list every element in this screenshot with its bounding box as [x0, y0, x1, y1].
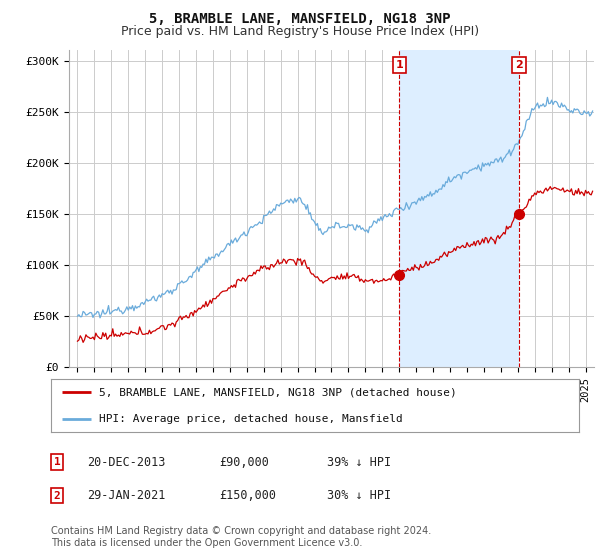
Text: Contains HM Land Registry data © Crown copyright and database right 2024.
This d: Contains HM Land Registry data © Crown c…	[51, 526, 431, 548]
Text: 29-JAN-2021: 29-JAN-2021	[87, 489, 166, 502]
Text: 2: 2	[53, 491, 61, 501]
Text: 30% ↓ HPI: 30% ↓ HPI	[327, 489, 391, 502]
Text: 1: 1	[395, 60, 403, 70]
Text: 5, BRAMBLE LANE, MANSFIELD, NG18 3NP (detached house): 5, BRAMBLE LANE, MANSFIELD, NG18 3NP (de…	[98, 388, 456, 398]
Text: 20-DEC-2013: 20-DEC-2013	[87, 455, 166, 469]
Text: 2: 2	[515, 60, 523, 70]
Text: Price paid vs. HM Land Registry's House Price Index (HPI): Price paid vs. HM Land Registry's House …	[121, 25, 479, 38]
Text: £90,000: £90,000	[219, 455, 269, 469]
Text: 1: 1	[53, 457, 61, 467]
Text: 5, BRAMBLE LANE, MANSFIELD, NG18 3NP: 5, BRAMBLE LANE, MANSFIELD, NG18 3NP	[149, 12, 451, 26]
Text: 39% ↓ HPI: 39% ↓ HPI	[327, 455, 391, 469]
Text: HPI: Average price, detached house, Mansfield: HPI: Average price, detached house, Mans…	[98, 414, 402, 424]
Bar	[399, 50, 519, 367]
Text: £150,000: £150,000	[219, 489, 276, 502]
